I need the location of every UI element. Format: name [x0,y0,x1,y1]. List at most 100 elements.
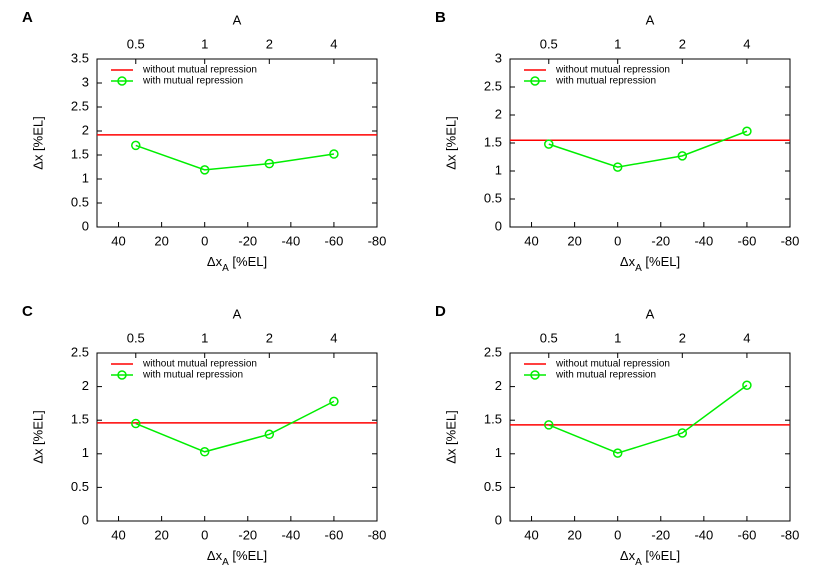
x2-tick-label: 0.5 [127,36,145,51]
data-point [742,126,752,136]
x-axis-title-part: Δx [620,254,636,269]
y-tick-label: 1.5 [484,412,502,427]
y-tick-label: 2 [495,106,502,121]
y-tick-label: 2 [82,122,89,137]
series-line [548,130,748,168]
data-point [544,139,554,149]
x-tick-label: 0 [201,233,208,248]
x2-axis-title: A [233,306,242,321]
panel-label: D [435,303,446,320]
legend-label: without mutual repression [555,65,670,76]
legend-label: without mutual repression [142,359,257,370]
data-point [329,149,339,159]
y-tick-label: 0.5 [484,190,502,205]
x2-tick-label: 2 [266,330,273,345]
data-point [742,380,752,391]
x-tick-label: 0 [201,527,208,542]
x-axis-title: ΔxA [%EL] [620,548,680,568]
y-tick-label: 0.5 [484,479,502,494]
x2-axis-title: A [646,306,655,321]
x2-axis-title: A [646,12,655,27]
x-tick-label: 20 [567,233,581,248]
x-tick-label: -20 [651,233,670,248]
y-axis-title: Δx [%EL] [30,116,45,169]
x-tick-label: -40 [281,527,300,542]
x-tick-label: 0 [614,233,621,248]
x-tick-label: -20 [651,527,670,542]
x2-tick-label: 0.5 [540,36,558,51]
plot-frame [509,352,791,522]
x-tick-label: -80 [781,233,800,248]
legend-label: with mutual repression [142,370,243,381]
data-point [612,448,623,458]
y-tick-label: 1 [82,445,89,460]
y-tick-label: 0 [82,512,89,527]
data-point [199,447,210,457]
x-tick-label: -80 [368,527,387,542]
data-point [264,158,275,169]
x-tick-label: -40 [694,233,713,248]
x-tick-label: -60 [325,527,344,542]
x2-tick-label: 4 [743,36,750,51]
y-tick-label: 1.5 [484,134,502,149]
x-axis-title-part: Δx [620,548,636,563]
x-tick-label: 20 [154,527,168,542]
x2-tick-label: 1 [614,330,621,345]
x-tick-label: -60 [738,527,757,542]
y-tick-label: 2.5 [71,98,89,113]
plot-frame [96,352,378,522]
x2-tick-label: 1 [201,330,208,345]
x-tick-label: -80 [781,527,800,542]
y-tick-label: 3 [82,74,89,89]
x2-tick-label: 2 [679,36,686,51]
data-point [131,140,141,151]
y-tick-label: 1.5 [71,146,89,161]
x-tick-label: -40 [694,527,713,542]
series-line [548,384,748,454]
y-tick-label: 0.5 [71,479,89,494]
y-axis-title: Δx [%EL] [443,410,458,463]
legend-marker [117,76,127,86]
data-point [677,428,688,438]
x-tick-label: -80 [368,233,387,248]
x2-tick-label: 2 [266,36,273,51]
x-tick-label: 0 [614,527,621,542]
y-tick-label: 1.5 [71,412,89,427]
x-tick-label: 40 [524,233,538,248]
y-axis-title: Δx [%EL] [30,410,45,463]
data-point [264,429,275,440]
x-tick-label: -40 [281,233,300,248]
data-point [677,151,688,161]
x-tick-label: 40 [524,527,538,542]
x2-tick-label: 0.5 [540,330,558,345]
x2-tick-label: 2 [679,330,686,345]
panel-label: A [22,9,33,26]
y-tick-label: 0 [82,218,89,233]
y-tick-label: 0 [495,218,502,233]
y-tick-label: 1 [495,445,502,460]
y-axis-title: Δx [%EL] [443,116,458,169]
x-axis-title-part: [%EL] [642,548,680,563]
x-tick-label: -60 [738,233,757,248]
y-tick-label: 2.5 [484,78,502,93]
plot-frame [96,58,378,228]
legend-marker [117,370,127,380]
y-tick-label: 2 [495,378,502,393]
x-axis-title-part: Δx [207,548,223,563]
x-axis-title: ΔxA [%EL] [207,548,267,568]
x2-tick-label: 0.5 [127,330,145,345]
x-axis-title-part: [%EL] [229,548,267,563]
legend-label: without mutual repression [555,359,670,370]
x-tick-label: -20 [238,527,257,542]
y-tick-label: 0.5 [71,194,89,209]
panel-label: B [435,9,446,26]
x-axis-title-part: [%EL] [229,254,267,269]
x-axis-title: ΔxA [%EL] [207,254,267,274]
y-tick-label: 3.5 [71,50,89,65]
legend-label: with mutual repression [555,76,656,87]
x-axis-title-part: A [635,263,642,274]
x-tick-label: 40 [111,233,125,248]
data-point [329,396,339,407]
x-axis-title-part: A [222,557,229,568]
y-tick-label: 2.5 [484,344,502,359]
